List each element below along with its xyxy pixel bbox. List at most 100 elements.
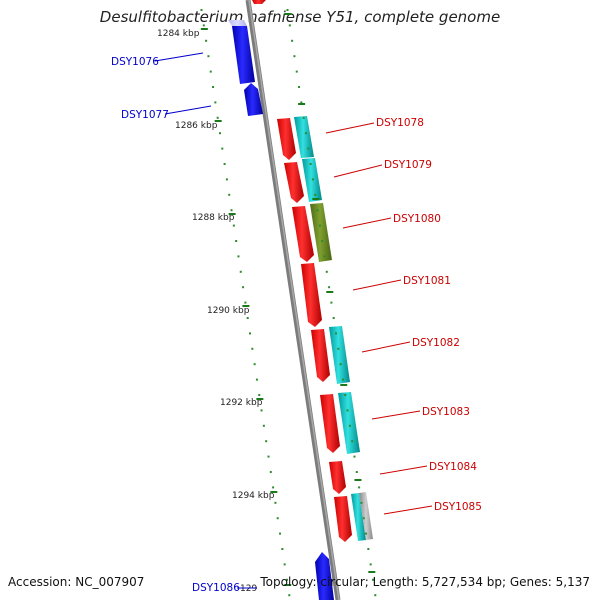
ruler-minor-tick [291,39,294,42]
ruler-minor-tick [200,9,203,11]
accession-value: NC_007907 [75,575,145,589]
gene-DSY1077-feature[interactable] [244,83,263,116]
ruler-minor-tick [298,86,301,88]
genome-backbone [245,0,341,600]
gene-DSY1080-feature[interactable] [292,206,314,262]
ruler-right [284,9,377,597]
ruler-minor-tick [332,317,335,319]
ruler-minor-tick [205,39,208,42]
ruler-minor-tick [321,240,324,242]
gene-DSY1079-feature[interactable] [284,162,304,203]
ruler-minor-tick [330,301,333,304]
ruler-minor-tick [253,363,256,366]
ruler-minor-tick [323,255,326,258]
ruler-minor-tick [237,255,240,258]
gene-DSY1085-feature[interactable] [334,496,352,542]
gene-label-DSY1079[interactable]: DSY1079 [384,159,432,171]
ruler-major-tick [354,479,362,481]
ruler-minor-tick [244,301,247,304]
ruler-minor-tick [262,424,265,427]
ruler-minor-tick [348,424,351,427]
ruler-minor-tick [328,286,331,289]
ruler-minor-tick [225,178,228,181]
ruler-minor-tick [202,24,205,27]
gene-DSY1081-feature[interactable] [301,263,322,327]
ruler-minor-tick [374,594,377,597]
gene-DSY1085-cog[interactable] [351,493,366,541]
ruler-minor-tick [255,378,258,381]
ruler-minor-tick [265,440,268,443]
ruler-major-tick [256,398,264,400]
ruler-minor-tick [358,486,361,489]
ruler-minor-tick [353,455,356,458]
ruler-major-tick [368,571,376,573]
ruler-minor-tick [214,101,217,104]
gene-DSY1076-feature[interactable] [228,20,255,84]
ruler-minor-tick [307,147,310,150]
ruler-minor-tick [371,578,374,581]
ruler-minor-tick [314,193,317,196]
ruler-minor-tick [281,548,284,550]
ruler-minor-tick [318,224,321,227]
gene-DSY1083-cog[interactable] [338,392,360,454]
gene-label-DSY1078[interactable]: DSY1078 [376,117,424,129]
ruler-minor-tick [337,347,340,350]
gene-label-DSY1084[interactable]: DSY1084 [429,461,477,473]
gene-DSY1084-feature[interactable] [329,461,346,494]
gene-label-DSY1082[interactable]: DSY1082 [412,337,460,349]
ruler-minor-tick [230,209,233,212]
tick-label-1292: 1292 kbp [220,398,263,408]
ruler-minor-tick [286,9,289,11]
ruler-minor-tick [276,517,279,520]
label-leaders [154,52,433,589]
ruler-minor-tick [279,532,282,535]
gene-label-DSY1080[interactable]: DSY1080 [393,213,441,225]
ruler-minor-tick [302,116,305,119]
genome-summary: Topology: circular; Length: 5,727,534 bp… [260,575,590,589]
ruler-major-tick [298,103,306,105]
ruler-minor-tick [369,563,372,566]
ruler-major-tick [228,213,236,215]
ruler-minor-tick [335,332,338,335]
gene-label-DSY1076[interactable]: DSY1076 [111,56,159,68]
tick-label-1286: 1286 kbp [175,121,218,131]
ruler-minor-tick [288,594,291,597]
ruler-major-tick [340,384,348,386]
gene-DSY1078-feature[interactable] [277,118,296,160]
ruler-minor-tick [232,224,235,227]
gene-feature[interactable] [252,0,266,4]
gene-DSY1082-feature[interactable] [311,329,330,382]
gene-DSY1078-cog[interactable] [294,116,314,158]
gene-labels: DSY1076 DSY1077 DSY1078 DSY1079 DSY1080 … [111,56,482,594]
ruler-minor-tick [293,55,296,58]
gene-DSY1083-feature[interactable] [320,394,340,453]
ruler-minor-tick [304,132,307,135]
tick-labels: 1284 kbp 1286 kbp 1288 kbp 1290 kbp 1292… [157,29,275,594]
ruler-minor-tick [269,471,272,473]
gene-label-DSY1086[interactable]: DSY1086 [192,582,240,594]
ruler-minor-tick [309,163,312,165]
gene-DSY1080-cog[interactable] [310,203,332,262]
gene-DSY1086-feature[interactable] [315,552,334,600]
tick-label-1296: 129 [240,584,257,594]
ruler-minor-tick [272,486,275,489]
accession-label: Accession: [8,575,72,589]
ruler-minor-tick [285,578,288,581]
gene-label-DSY1083[interactable]: DSY1083 [422,406,470,418]
ruler-minor-tick [311,178,314,181]
gene-DSY1085-cog-secondary[interactable] [359,492,373,540]
gene-label-DSY1085[interactable]: DSY1085 [434,501,482,513]
ruler-minor-tick [339,363,342,366]
ruler-minor-tick [283,563,286,566]
gene-label-DSY1077[interactable]: DSY1077 [121,109,169,121]
ruler-minor-tick [216,116,219,119]
ruler-major-tick [312,198,320,200]
gene-DSY1082-cog[interactable] [329,326,350,384]
tick-label-1284: 1284 kbp [157,29,200,39]
gene-label-DSY1081[interactable]: DSY1081 [403,275,451,287]
ruler-minor-tick [300,101,303,104]
tick-label-1294: 1294 kbp [232,491,275,501]
ruler-minor-tick [362,517,365,520]
ruler-minor-tick [365,532,368,535]
